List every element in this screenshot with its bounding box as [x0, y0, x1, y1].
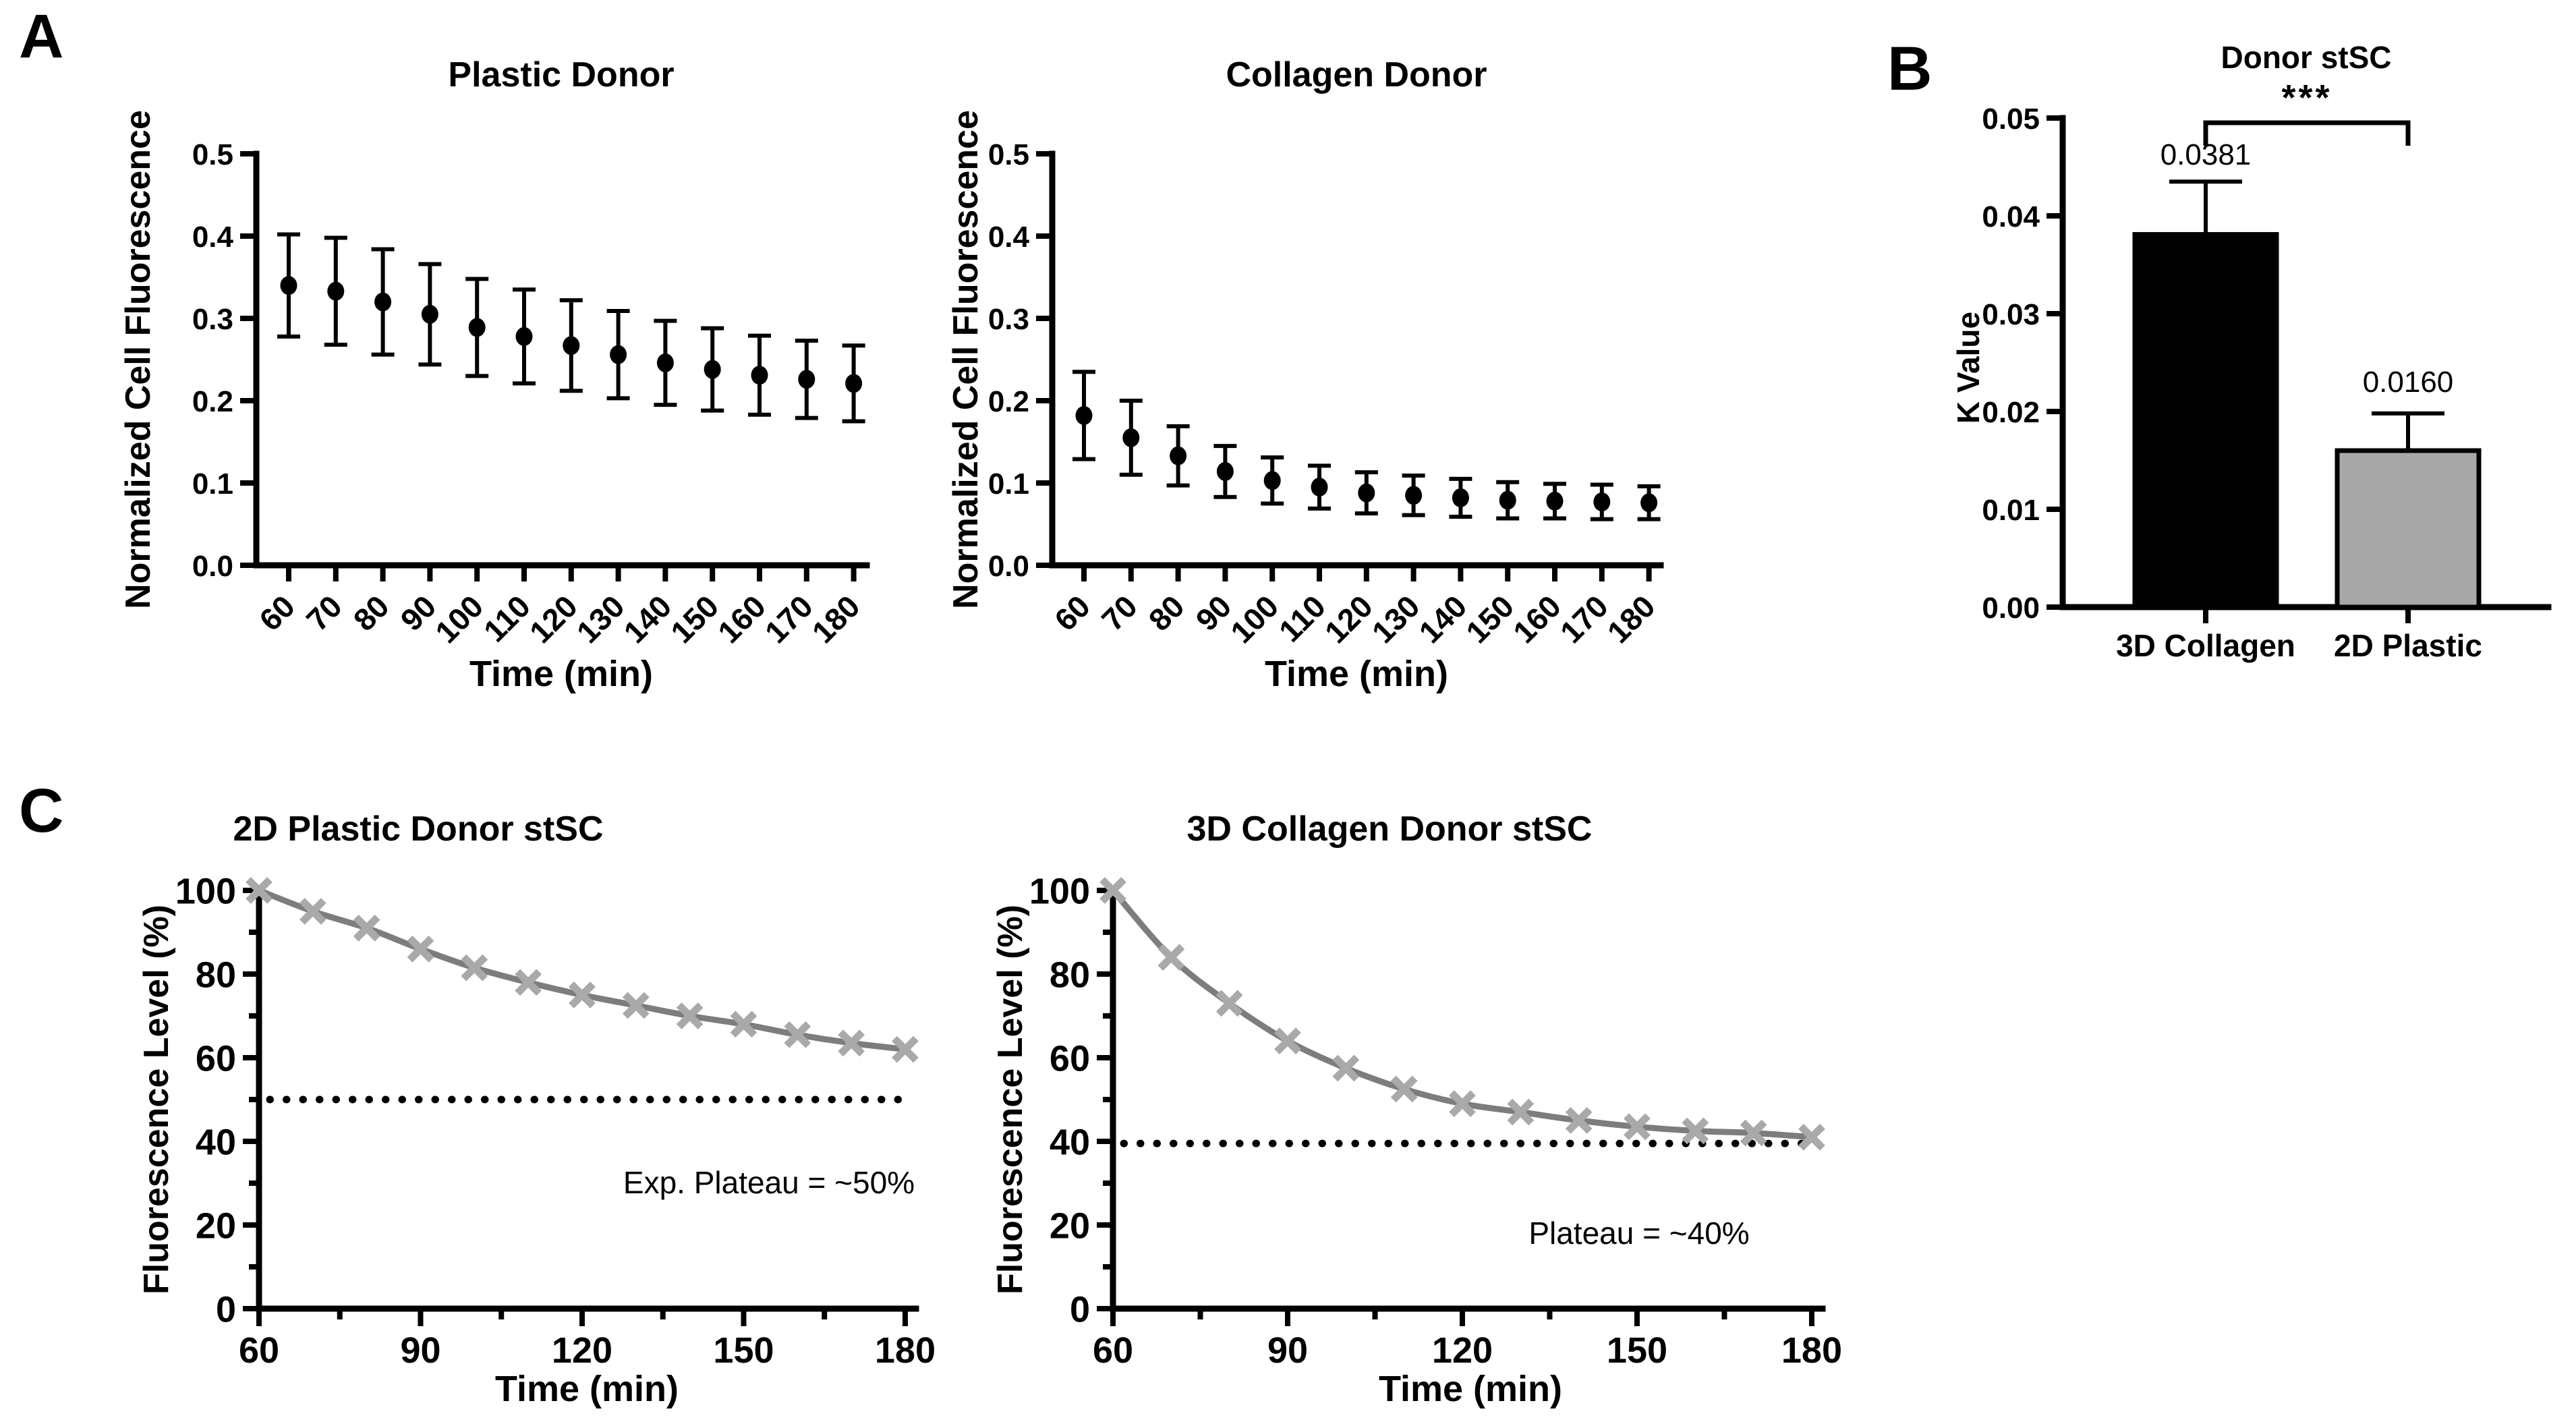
ylabel-collagen-donor: Normalized Cell Fluorescence	[946, 110, 985, 609]
svg-text:0.1: 0.1	[988, 467, 1029, 501]
bar-value-2d-plastic: 0.0160	[2362, 366, 2454, 399]
svg-text:80: 80	[1050, 955, 1090, 995]
chart-3d-collagen-decay: 0 20 40 60 80 100 60 90 120 150 180	[1029, 871, 1842, 1371]
svg-text:20: 20	[196, 1205, 236, 1246]
svg-text:80: 80	[347, 588, 396, 637]
panel-label-a: A	[19, 2, 64, 71]
svg-text:60: 60	[1048, 588, 1097, 637]
title-collagen-donor: Collagen Donor	[1226, 55, 1487, 94]
ylabel-3d-collagen-decay: Fluorescence Level (%)	[991, 905, 1030, 1294]
svg-text:0.4: 0.4	[192, 221, 234, 254]
svg-text:70: 70	[1095, 588, 1144, 637]
svg-text:0.00: 0.00	[1982, 592, 2040, 625]
svg-text:60: 60	[196, 1038, 236, 1079]
svg-text:0.0: 0.0	[988, 550, 1029, 583]
svg-text:80: 80	[1142, 588, 1191, 637]
svg-text:40: 40	[196, 1122, 236, 1162]
title-2d-plastic-decay: 2D Plastic Donor stSC	[233, 809, 604, 849]
svg-text:110: 110	[477, 588, 537, 648]
svg-text:180: 180	[805, 588, 867, 650]
svg-text:0.5: 0.5	[192, 138, 233, 171]
ylabel-plastic-donor: Normalized Cell Fluorescence	[119, 110, 158, 609]
panel-label-c: C	[19, 776, 64, 845]
svg-text:0.03: 0.03	[1982, 298, 2040, 331]
svg-text:120: 120	[552, 1330, 612, 1371]
svg-text:180: 180	[875, 1330, 936, 1371]
svg-text:80: 80	[196, 955, 236, 995]
title-3d-collagen-decay: 3D Collagen Donor stSC	[1186, 809, 1593, 849]
svg-text:60: 60	[1050, 1038, 1090, 1079]
chart-2d-plastic-decay: 0 20 40 60 80 100 60 90 120 150 180	[175, 871, 936, 1371]
bar-category-2d-plastic: 2D Plastic	[2334, 628, 2482, 663]
svg-text:60: 60	[1093, 1330, 1133, 1371]
svg-text:120: 120	[1432, 1330, 1493, 1371]
xlabel-2d-plastic-decay: Time (min)	[494, 1369, 679, 1409]
svg-text:0: 0	[216, 1289, 236, 1330]
svg-text:20: 20	[1050, 1205, 1090, 1246]
xlabel-collagen-donor: Time (min)	[1264, 654, 1449, 694]
chart-plastic-donor: 0.00.10.20.30.40.56070809010011012013014…	[192, 138, 870, 650]
svg-text:60: 60	[239, 1330, 279, 1371]
svg-text:0.02: 0.02	[1982, 396, 2040, 429]
svg-text:90: 90	[400, 1330, 440, 1371]
svg-text:0.3: 0.3	[988, 303, 1029, 336]
svg-text:180: 180	[1601, 588, 1662, 650]
panel-label-b: B	[1887, 34, 1933, 103]
annotation-exp-plateau-50: Exp. Plateau = ~50%	[623, 1165, 915, 1200]
ylabel-2d-plastic-decay: Fluorescence Level (%)	[137, 905, 176, 1294]
svg-text:70: 70	[299, 588, 349, 637]
xlabel-3d-collagen-decay: Time (min)	[1378, 1369, 1563, 1409]
chart-collagen-donor: 0.00.10.20.30.40.56070809010011012013014…	[988, 138, 1664, 650]
svg-text:100: 100	[175, 871, 236, 911]
xlabel-plastic-donor: Time (min)	[469, 654, 654, 694]
significance-stars: ***	[2281, 78, 2332, 118]
svg-text:0: 0	[1070, 1289, 1090, 1330]
svg-text:0.05: 0.05	[1982, 103, 2040, 136]
svg-text:0.1: 0.1	[192, 467, 233, 501]
svg-text:0.04: 0.04	[1982, 200, 2040, 233]
svg-text:0.2: 0.2	[192, 385, 233, 418]
svg-text:100: 100	[1029, 871, 1090, 911]
bar-value-3d-collagen: 0.0381	[2160, 138, 2252, 171]
title-donor-stsc: Donor stSC	[2221, 40, 2392, 75]
svg-text:150: 150	[1607, 1330, 1667, 1371]
svg-text:0.5: 0.5	[988, 138, 1029, 171]
svg-text:60: 60	[252, 588, 302, 637]
svg-text:110: 110	[1272, 588, 1332, 648]
svg-text:0.0: 0.0	[192, 550, 233, 583]
svg-text:180: 180	[1781, 1330, 1842, 1371]
chart-donor-stsc-bars: 0.00 0.01 0.02 0.03 0.04 0.05	[1982, 103, 2552, 625]
title-plastic-donor: Plastic Donor	[448, 55, 675, 94]
svg-text:0.4: 0.4	[988, 221, 1030, 254]
svg-text:90: 90	[1267, 1330, 1308, 1371]
svg-text:150: 150	[713, 1330, 774, 1371]
annotation-plateau-40: Plateau = ~40%	[1528, 1216, 1750, 1251]
bar-category-3d-collagen: 3D Collagen	[2116, 628, 2295, 663]
svg-text:0.3: 0.3	[192, 303, 233, 336]
svg-text:40: 40	[1050, 1122, 1090, 1162]
svg-text:0.01: 0.01	[1982, 494, 2040, 527]
svg-text:0.2: 0.2	[988, 385, 1029, 418]
ylabel-k-value: K Value	[1951, 311, 1986, 424]
